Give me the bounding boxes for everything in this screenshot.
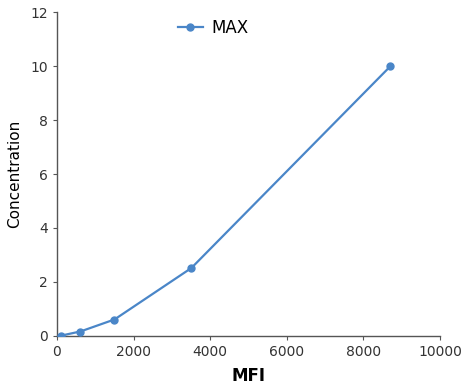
X-axis label: MFI: MFI xyxy=(232,367,265,385)
Y-axis label: Concentration: Concentration xyxy=(7,120,22,228)
Legend: MAX: MAX xyxy=(173,15,253,42)
